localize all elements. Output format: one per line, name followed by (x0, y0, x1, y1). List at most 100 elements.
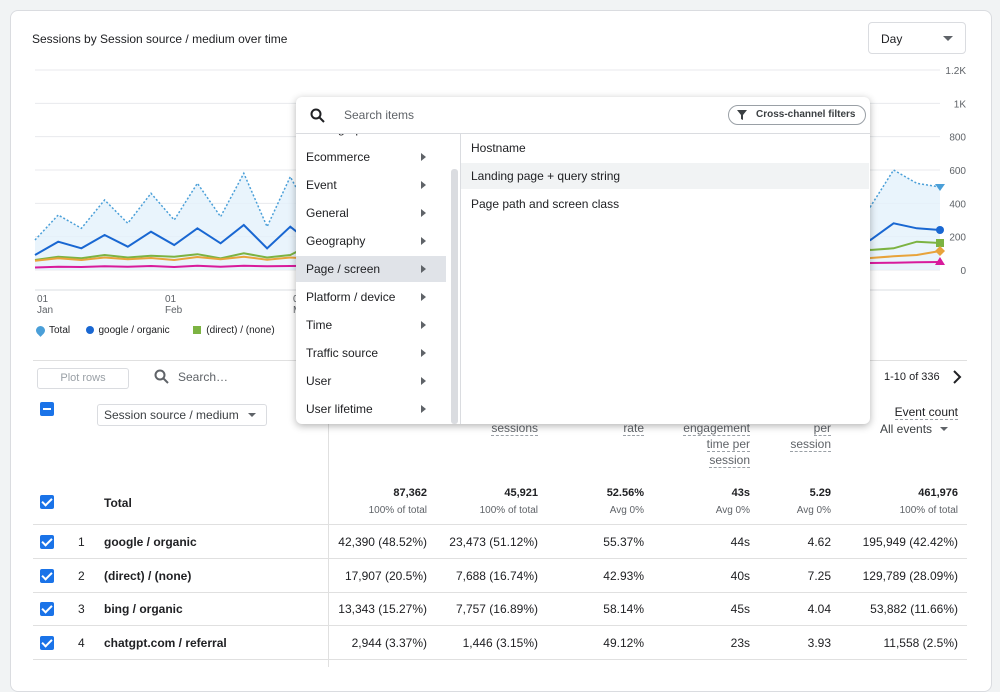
category-item[interactable]: Platform / device (296, 284, 446, 310)
row-checkbox[interactable] (40, 635, 54, 650)
cell-value: 42.93% (603, 568, 644, 583)
row-name: (direct) / (none) (104, 568, 192, 583)
column-divider (328, 395, 329, 667)
event-filter[interactable]: All events (880, 422, 949, 436)
cell-value: 40s (730, 568, 750, 583)
category-list: Demographics EcommerceEventGeneralGeograp… (296, 134, 460, 424)
legend-label: Total (49, 325, 71, 336)
event-filter-label: All events (880, 422, 933, 436)
column-header: engagement time per session (680, 420, 750, 468)
row-divider (33, 658, 967, 660)
granularity-value: Day (881, 32, 903, 46)
cell-value: 1,446 (3.15%) (462, 635, 538, 650)
caret (248, 413, 256, 421)
column-header-text: Event count (894, 405, 958, 420)
category-item[interactable]: Time (296, 312, 446, 338)
category-item[interactable]: Geography (296, 228, 446, 254)
cell-value: 129,789 (28.09%) (862, 568, 958, 583)
category-item[interactable]: Traffic source (296, 340, 446, 366)
column-header: Event count (878, 404, 958, 420)
dimension-item[interactable]: Landing page + query string (461, 163, 869, 189)
card-title: Sessions by Session source / medium over… (32, 32, 288, 46)
next-page[interactable] (950, 369, 964, 385)
end-marker (936, 226, 944, 234)
dimension-item[interactable]: Hostname (471, 141, 526, 155)
row-divider (33, 591, 967, 593)
x-tick-month: Feb (165, 305, 183, 316)
granularity-select[interactable]: Day (868, 22, 966, 54)
row-divider (33, 625, 967, 626)
category-item[interactable]: Ecommerce (296, 144, 446, 170)
row-index: 2 (78, 568, 85, 583)
row-checkbox[interactable] (40, 535, 54, 549)
table-search[interactable]: Search… (178, 370, 229, 384)
row-divider (33, 524, 967, 525)
row-index: 4 (78, 635, 85, 650)
total-subtext: 100% of total (368, 505, 427, 516)
pagination: 1-10 of 336 (884, 371, 940, 383)
cell-value: 45s (730, 602, 750, 616)
dimension-item[interactable]: Page path and screen class (471, 197, 620, 211)
filter-label: Cross-channel filters (756, 109, 856, 120)
cell-value: 13,343 (15.27%) (338, 602, 427, 616)
category-item[interactable]: User lifetime (296, 396, 446, 422)
category-item[interactable]: General (296, 200, 446, 226)
legend-swatch (34, 324, 47, 337)
cell-value: 4.04 (807, 602, 831, 616)
divider (296, 133, 870, 134)
search-icon (310, 108, 325, 123)
total-value: 87,362 (393, 487, 427, 499)
y-tick-label: 0 (960, 266, 966, 277)
caret (940, 427, 949, 435)
y-tick-label: 600 (949, 166, 966, 177)
column-header-text: sessions (491, 421, 538, 436)
cell-value: 53,882 (11.66%) (870, 602, 958, 616)
y-tick-label: 1.2K (945, 66, 966, 77)
dimension-select[interactable]: Session source / medium (97, 404, 267, 426)
cross-channel-filter-button[interactable]: Cross-channel filters (728, 105, 866, 125)
row-checkbox[interactable] (40, 602, 54, 616)
y-tick-label: 1K (954, 99, 967, 110)
total-value: 461,976 (918, 487, 958, 499)
total-value: 43s (731, 487, 750, 499)
row-name: bing / organic (104, 602, 183, 616)
legend-label: (direct) / (none) (206, 325, 275, 336)
dimension-picker: Search items Cross-channel filters Demog… (296, 97, 870, 424)
column-header-text: rate (623, 421, 644, 436)
y-tick-label: 200 (949, 233, 966, 244)
cell-value: 11,558 (2.5%) (883, 635, 959, 650)
row-checkbox[interactable] (40, 495, 54, 509)
legend-item: google / organic (85, 325, 170, 336)
item-list: Hostname Landing page + query string Page … (296, 97, 870, 424)
cell-value: 44s (730, 535, 750, 549)
cell-value: 23,473 (51.12%) (449, 535, 538, 549)
row-divider (33, 558, 967, 559)
x-tick-day: 01 (37, 294, 49, 305)
column-header: per session (771, 420, 831, 452)
dimension-name: Session source / medium (104, 408, 239, 422)
cell-value: 49.12% (603, 635, 644, 650)
filter-icon (737, 110, 747, 120)
row-index: 3 (78, 602, 85, 616)
cell-value: 42,390 (48.52%) (338, 535, 427, 549)
total-subtext: Avg 0% (796, 505, 831, 516)
cell-value: 4.62 (807, 535, 831, 549)
select-all[interactable] (40, 402, 54, 416)
scrollbar[interactable] (451, 169, 458, 424)
plot-rows-button[interactable]: Plot rows (37, 368, 129, 389)
cell-value: 7.25 (807, 568, 831, 583)
cell-value: 2,944 (3.37%) (351, 635, 427, 650)
picker-search[interactable]: Search items (344, 108, 415, 122)
cell-value: 7,757 (16.89%) (455, 602, 538, 616)
category-item[interactable]: Event (296, 172, 446, 198)
category-item[interactable]: User (296, 368, 446, 394)
cell-value: 23s (730, 635, 750, 650)
row-name: google / organic (104, 535, 197, 549)
end-marker (935, 246, 945, 256)
total-subtext: 100% of total (479, 505, 538, 516)
total-subtext: Avg 0% (715, 505, 750, 516)
row-checkbox[interactable] (40, 568, 54, 583)
category-item[interactable]: Demographics (296, 134, 446, 142)
legend-label: google / organic (98, 325, 170, 336)
category-item[interactable]: Page / screen (296, 256, 446, 282)
